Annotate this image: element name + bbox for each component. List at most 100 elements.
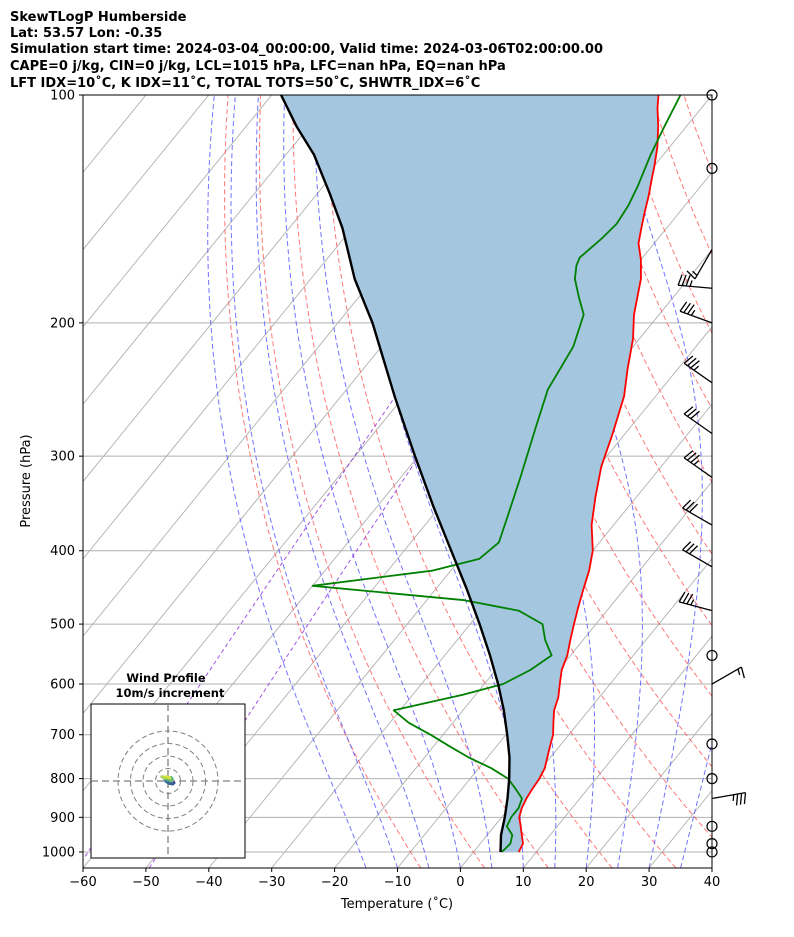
dry-adiabat-line (224, 95, 422, 868)
wind-barbs (677, 89, 747, 858)
barb-flag (687, 304, 695, 315)
hodograph-trace-segment (165, 775, 172, 780)
calm-wind-circle (706, 820, 718, 832)
calm-wind-circle (706, 738, 718, 750)
wind-barb (711, 666, 745, 685)
y-axis-label: Pressure (hPa) (19, 434, 34, 527)
calm-wind-circle (706, 838, 718, 850)
barb-half-flag (689, 280, 693, 287)
barb-flag (678, 591, 686, 603)
wind-barb (706, 820, 718, 832)
wind-barb (678, 591, 713, 612)
calm-wind-circle (706, 162, 718, 174)
barb-flag (683, 355, 694, 364)
calm-wind-circle (706, 773, 718, 785)
wind-barb (682, 541, 713, 568)
parcel-profile-line (280, 95, 511, 853)
hodograph-inset: Wind Profile 10m/s increment (90, 671, 246, 859)
barb-shaft (678, 284, 713, 289)
wind-barb (683, 406, 713, 435)
wind-barb (683, 355, 713, 384)
moist-adiabat-line (230, 95, 398, 868)
barb-half-flag (690, 599, 695, 606)
y-tick-label: 600 (50, 678, 75, 693)
wind-barb (706, 838, 718, 850)
dry-adiabat-line (520, 95, 712, 556)
wind-barb (706, 649, 718, 662)
calm-wind-circle (706, 89, 718, 101)
hodograph-subtitle: 10m/s increment (116, 686, 225, 700)
dry-adiabat-line (325, 95, 613, 868)
wind-barb (683, 450, 713, 478)
x-tick-label: −50 (132, 875, 159, 890)
y-tick-label: 300 (50, 450, 75, 465)
isotherm-line (83, 95, 335, 405)
isotherm-line (585, 712, 712, 868)
calm-wind-circle (706, 846, 718, 858)
profile-series (280, 95, 682, 853)
isotherm-line (397, 480, 712, 868)
wind-barb (711, 791, 747, 806)
barb-shaft (683, 413, 713, 435)
barb-flag (679, 301, 688, 312)
dry-adiabat-line (422, 95, 712, 768)
y-tick-label: 400 (50, 544, 75, 559)
barb-shaft (682, 507, 713, 526)
barb-flag (686, 593, 694, 605)
temperature-line (517, 95, 660, 853)
barb-shaft (682, 549, 713, 568)
barb-flag (690, 360, 700, 369)
wind-barb (706, 773, 718, 785)
moist-adiabat-line (611, 95, 703, 868)
barb-flag (685, 543, 695, 553)
barb-shaft (679, 310, 713, 324)
x-tick-label: 0 (456, 875, 464, 890)
wind-barb (706, 89, 718, 101)
barb-flag (677, 274, 683, 286)
barb-flag (739, 793, 743, 805)
isotherm-line (83, 95, 273, 328)
y-tick-label: 200 (50, 316, 75, 331)
isotherm-line (522, 635, 712, 868)
x-tick-label: 30 (641, 875, 658, 890)
barb-flag (687, 452, 697, 461)
barb-shaft (678, 601, 713, 612)
dewpoint-line (311, 95, 682, 853)
y-tick-label: 900 (50, 811, 75, 826)
wind-barb (686, 249, 713, 280)
x-tick-label: 40 (704, 875, 721, 890)
x-tick-label: −40 (195, 875, 222, 890)
hodograph-plot (91, 704, 245, 858)
barb-flag (690, 410, 700, 420)
y-tick-label: 700 (50, 728, 75, 743)
x-axis-ticks: −60 −50 −40 −30 −20 −10 0 10 20 30 40 (69, 868, 720, 890)
barb-half-flag (693, 365, 700, 371)
barb-shaft (711, 791, 746, 800)
y-tick-label: 800 (50, 772, 75, 787)
barb-flag (685, 275, 691, 287)
isotherm-line (83, 95, 210, 251)
barb-flag (682, 499, 692, 509)
x-tick-label: 10 (515, 875, 532, 890)
calm-wind-circle (706, 649, 718, 662)
barb-flag (681, 274, 687, 286)
moist-adiabat-line (314, 95, 493, 868)
plot-area (83, 95, 712, 868)
barb-flag (687, 357, 697, 367)
title-line-3: Simulation start time: 2024-03-04_00:00:… (10, 42, 603, 57)
title-line-2: Lat: 53.57 Lon: -0.35 (10, 26, 162, 41)
barb-flag (743, 792, 747, 805)
barb-flag (683, 450, 694, 459)
y-tick-label: 500 (50, 618, 75, 633)
y-tick-label: 100 (50, 89, 75, 104)
y-tick-label: 1000 (42, 845, 75, 860)
wind-barb (677, 274, 713, 289)
moist-adiabat-line (207, 95, 367, 868)
barb-flag (687, 408, 697, 417)
barb-half-flag (690, 309, 696, 316)
x-tick-label: 20 (578, 875, 595, 890)
wind-barb (679, 301, 713, 324)
wind-barb (706, 162, 718, 174)
barb-shaft (711, 666, 742, 685)
barb-half-flag (737, 668, 741, 676)
